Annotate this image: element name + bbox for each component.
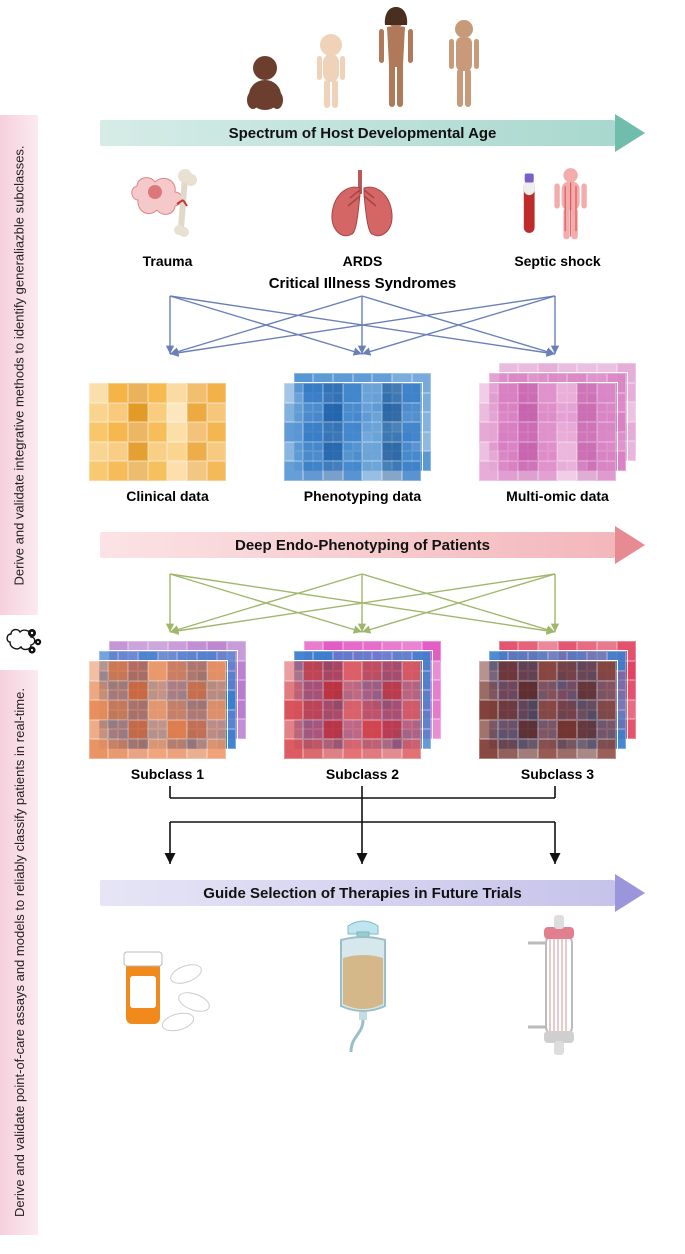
brain-bone-icon — [123, 160, 213, 250]
data-type-1: Phenotyping data — [283, 362, 443, 504]
syndromes-heading: Critical Illness Syndromes — [50, 275, 675, 292]
dialysis-filter-icon — [498, 909, 618, 1059]
syndrome-ards: ARDS — [318, 160, 408, 269]
subclass-2: Subclass 3 — [478, 640, 638, 782]
subclasses-row: Subclass 1 Subclass 2 Subclass 3 — [70, 640, 655, 782]
data-type-2: Multi-omic data — [478, 362, 638, 504]
subclass-label: Subclass 3 — [478, 766, 638, 782]
syndrome-trauma-label: Trauma — [123, 253, 213, 269]
phenotyping-banner: Deep Endo-Phenotyping of Patients — [70, 528, 655, 562]
spectrum-banner: Spectrum of Host Developmental Age — [70, 116, 655, 150]
pill-bottle-icon — [108, 924, 228, 1044]
syndrome-septic: Septic shock — [513, 160, 603, 269]
tube-body-icon — [513, 160, 603, 250]
baby-icon — [238, 50, 293, 110]
iv-bag-icon — [303, 914, 423, 1054]
data-type-label: Clinical data — [88, 488, 248, 504]
data-type-label: Multi-omic data — [478, 488, 638, 504]
syndrome-row: Trauma ARDS — [70, 160, 655, 269]
spectrum-banner-label: Spectrum of Host Developmental Age — [229, 125, 497, 142]
subclass-label: Subclass 1 — [88, 766, 248, 782]
subclass-label: Subclass 2 — [283, 766, 443, 782]
syndrome-septic-label: Septic shock — [513, 253, 603, 269]
left-rail-top-block: Derive and validate integrative methods … — [0, 115, 38, 615]
people-row — [50, 0, 675, 110]
connectors-subclass-to-therapy — [50, 782, 675, 872]
therapies-row — [70, 924, 655, 1044]
adult-male-icon — [442, 18, 487, 110]
data-type-label: Phenotyping data — [283, 488, 443, 504]
subclass-0: Subclass 1 — [88, 640, 248, 782]
adult-female-icon — [369, 5, 424, 110]
phenotyping-banner-label: Deep Endo-Phenotyping of Patients — [235, 537, 490, 554]
connectors-data-to-subclass — [50, 570, 675, 640]
left-rail-bottom-text: Derive and validate point-of-care assays… — [12, 688, 27, 1217]
data-types-row: Clinical data Phenotyping data Multi-omic … — [70, 362, 655, 504]
lungs-icon — [318, 160, 408, 250]
therapies-banner-label: Guide Selection of Therapies in Future T… — [203, 885, 521, 902]
brain-gears-icon — [2, 620, 44, 662]
data-type-0: Clinical data — [88, 362, 248, 504]
therapy-pills — [108, 924, 228, 1044]
therapy-iv-bag — [303, 924, 423, 1044]
subclass-1: Subclass 2 — [283, 640, 443, 782]
toddler-icon — [311, 32, 351, 110]
syndrome-ards-label: ARDS — [318, 253, 408, 269]
therapies-banner: Guide Selection of Therapies in Future T… — [70, 876, 655, 910]
therapy-dialysis — [498, 924, 618, 1044]
connectors-syndrome-to-data — [50, 292, 675, 362]
left-rail-top-text: Derive and validate integrative methods … — [12, 145, 27, 585]
syndrome-trauma: Trauma — [123, 160, 213, 269]
left-rail-bottom-block: Derive and validate point-of-care assays… — [0, 670, 38, 1235]
main-column: Spectrum of Host Developmental Age Traum… — [50, 0, 675, 1254]
